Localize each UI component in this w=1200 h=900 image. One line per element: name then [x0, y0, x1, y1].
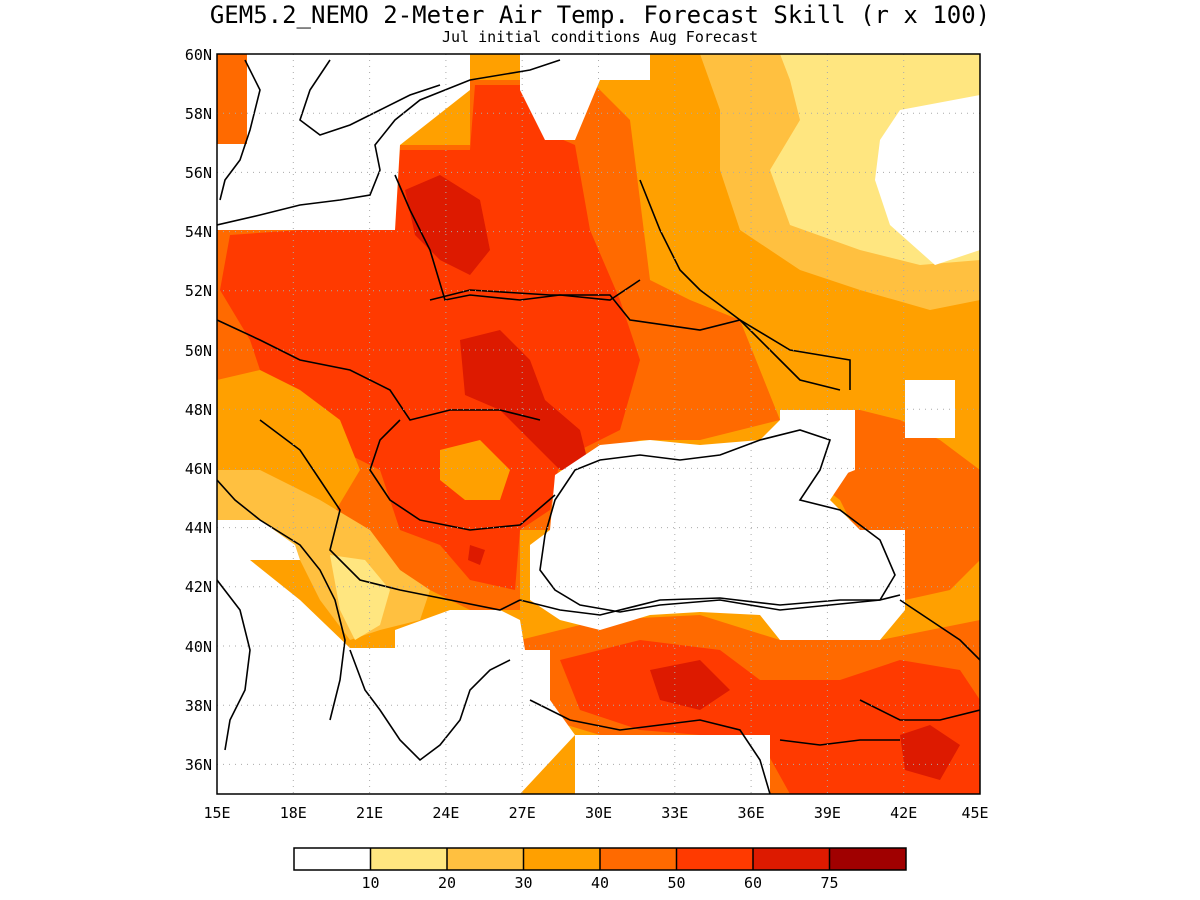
masked-levant	[575, 735, 770, 794]
lon-label: 18E	[280, 804, 307, 822]
colorbar-swatch	[829, 848, 906, 870]
carpathian-border	[369, 419, 556, 531]
lat-label: 36N	[185, 756, 212, 774]
masked-black-sea	[530, 410, 905, 640]
colorbar-label: 50	[667, 874, 685, 892]
skill-below-10-russia-east	[875, 95, 980, 265]
colorbar: 10 20 30 40 50 60 75	[293, 847, 907, 892]
skill-60-75-syria-iraq	[900, 725, 960, 780]
skill-60-75-ukraine-moldova-core	[460, 330, 590, 470]
lon-label: 33E	[661, 804, 688, 822]
lat-label: 44N	[185, 519, 212, 537]
turkey-south-coast	[529, 699, 771, 794]
skill-60-75-anatolia	[650, 660, 730, 710]
colorbar-label: 10	[361, 874, 379, 892]
lat-label: 52N	[185, 282, 212, 300]
colorbar-label: 30	[514, 874, 532, 892]
masked-aegean	[217, 560, 575, 794]
map-frame	[216, 53, 981, 795]
greece-coast	[349, 649, 511, 762]
masked-sea-of-azov	[780, 410, 855, 480]
masked-caspian-edge	[905, 380, 955, 438]
lon-label: 36E	[738, 804, 765, 822]
lon-label: 42E	[890, 804, 917, 822]
baltic-coast	[217, 59, 561, 226]
masked-areas	[217, 54, 955, 794]
colorbar-label: 40	[591, 874, 609, 892]
colorbar-label: 60	[744, 874, 762, 892]
skill-60-75-bulgaria-spot	[468, 545, 485, 565]
lat-label: 48N	[185, 401, 212, 419]
lat-label: 60N	[185, 46, 212, 64]
map-subtitle: Jul initial conditions Aug Forecast	[441, 28, 759, 46]
lat-label: 42N	[185, 578, 212, 596]
skill-30-40-carpathian-patch	[440, 440, 510, 500]
colorbar-swatch	[370, 848, 447, 870]
black-sea-coast	[539, 429, 896, 613]
masked-adriatic	[217, 520, 300, 560]
poland-belarus-border	[394, 174, 641, 301]
lon-label: 39E	[814, 804, 841, 822]
lon-label: 15E	[203, 804, 230, 822]
skill-10-20-albania	[330, 555, 390, 640]
colorbar-swatch	[753, 848, 830, 870]
longitude-axis: 15E 18E 21E 24E 27E 30E 33E 36E 39E 42E …	[203, 804, 988, 822]
lat-label: 40N	[185, 638, 212, 656]
latitude-axis: 60N 58N 56N 54N 52N 50N 48N 46N 44N 42N …	[185, 46, 212, 774]
lon-label: 30E	[585, 804, 612, 822]
colorbar-swatch	[600, 848, 677, 870]
lat-label: 54N	[185, 223, 212, 241]
lon-label: 21E	[356, 804, 383, 822]
lat-label: 56N	[185, 164, 212, 182]
finland-coast	[299, 59, 441, 136]
skill-40-50-nw-corner	[217, 54, 247, 144]
masked-northwest	[217, 54, 470, 230]
colorbar-label: 75	[820, 874, 838, 892]
lon-label: 45E	[961, 804, 988, 822]
skill-field	[217, 54, 980, 794]
masked-baltic-north	[520, 54, 650, 140]
ukraine-north-border	[429, 289, 851, 390]
lon-label: 27E	[509, 804, 536, 822]
colorbar-swatch	[294, 848, 371, 870]
central-europe-borders	[217, 319, 541, 421]
map-title: GEM5.2_NEMO 2-Meter Air Temp. Forecast S…	[209, 1, 991, 29]
skill-50-60-central-block	[220, 85, 640, 590]
colorbar-label: 20	[438, 874, 456, 892]
coastlines-and-borders	[217, 59, 980, 794]
balkan-borders	[259, 419, 521, 611]
italy-east-coast	[217, 579, 251, 751]
lon-label: 24E	[432, 804, 459, 822]
lat-label: 46N	[185, 460, 212, 478]
colorbar-swatch	[523, 848, 600, 870]
scandinavia-coast	[219, 59, 261, 201]
skill-60-75-belarus-core	[405, 175, 490, 275]
lat-label: 50N	[185, 342, 212, 360]
turkey-north-coast	[519, 594, 901, 616]
colorbar-swatch	[447, 848, 524, 870]
italy-adriatic-coast	[217, 479, 346, 721]
russia-ukraine-border	[639, 179, 841, 391]
lat-label: 58N	[185, 105, 212, 123]
eastern-borders	[779, 599, 980, 746]
colorbar-swatch	[676, 848, 753, 870]
lat-label: 38N	[185, 697, 212, 715]
